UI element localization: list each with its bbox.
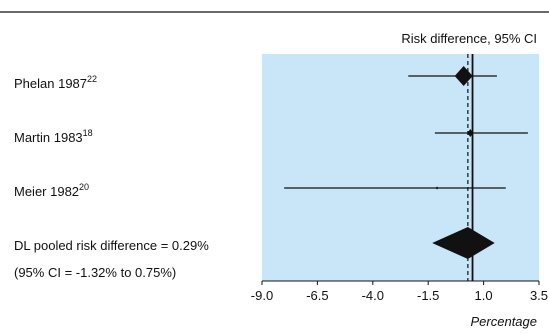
pooled-diamond <box>432 227 495 259</box>
study-label: Martin 198318 <box>14 128 93 145</box>
x-tick-label: -1.5 <box>417 288 439 303</box>
x-axis-label: Percentage <box>471 314 538 329</box>
study-point-estimate <box>454 66 473 86</box>
study-ref: 18 <box>83 128 93 138</box>
pooled-ci-label: (95% CI = -1.32% to 0.75%) <box>14 265 176 280</box>
x-tick-label: 1.0 <box>475 288 493 303</box>
study-name: Meier 1982 <box>14 184 79 199</box>
study-ref: 22 <box>87 74 97 84</box>
study-label: Phelan 198722 <box>14 74 97 91</box>
study-point-estimate <box>467 129 474 137</box>
x-tick-label: 3.5 <box>530 288 548 303</box>
x-tick-label: -9.0 <box>251 288 273 303</box>
study-name: Phelan 1987 <box>14 76 87 91</box>
plot-panel <box>262 54 539 281</box>
study-name: Martin 1983 <box>14 130 83 145</box>
study-label: Meier 198220 <box>14 182 89 199</box>
x-tick-label: -6.5 <box>306 288 328 303</box>
x-axis-ticks: -9.0 -6.5 -4.0 -1.5 1.0 3.5 <box>251 281 548 303</box>
plot-header: Risk difference, 95% CI <box>401 31 537 46</box>
study-point-estimate <box>435 186 439 190</box>
x-tick-label: -4.0 <box>362 288 384 303</box>
study-ref: 20 <box>79 182 89 192</box>
pooled-label: DL pooled risk difference = 0.29% <box>14 238 209 253</box>
